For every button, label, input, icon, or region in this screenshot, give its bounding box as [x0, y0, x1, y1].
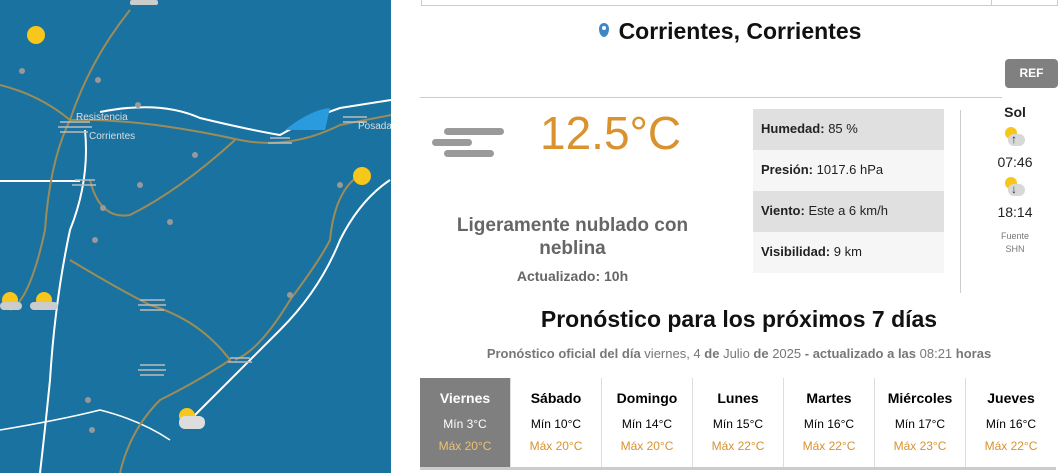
stat-wind: Viento: Este a 6 km/h: [753, 191, 944, 232]
day-tab-viernes[interactable]: Viernes Mín 3°C Máx 20°C: [420, 378, 511, 467]
forecast-subtitle: Pronóstico oficial del día viernes, 4 de…: [486, 346, 992, 361]
day-tab-sabado[interactable]: Sábado Mín 10°C Máx 20°C: [511, 378, 602, 467]
sunset-icon: ↓: [1003, 176, 1027, 200]
current-temperature: 12.5°C: [540, 107, 682, 159]
day-tab-domingo[interactable]: Domingo Mín 14°C Máx 20°C: [602, 378, 693, 467]
divider: [960, 110, 961, 293]
divider: [991, 0, 992, 6]
stat-visibility: Visibilidad: 9 km: [753, 232, 944, 273]
map-label-corrientes: Corrientes: [89, 131, 135, 142]
roads: [0, 9, 391, 473]
updated-time: Actualizado: 10h: [516, 268, 629, 284]
source-label: Fuente SHN: [1000, 231, 1030, 254]
sun-icon[interactable]: [27, 26, 45, 44]
stat-humidity: Humedad: 85 %: [753, 109, 944, 150]
weather-description: Ligeramente nublado con neblina: [456, 215, 689, 259]
river-wide: [285, 108, 330, 130]
sun-heading: Sol: [1004, 104, 1026, 120]
partly-cloudy-icon[interactable]: [130, 0, 158, 5]
partly-cloudy-icon[interactable]: [30, 292, 58, 310]
forecast-days: Viernes Mín 3°C Máx 20°C Sábado Mín 10°C Máx…: [420, 378, 1056, 470]
border: [0, 409, 171, 441]
forecast-title: Pronóstico para los próximos 7 días: [540, 306, 938, 332]
day-tab-miercoles[interactable]: Miércoles Mín 17°C Máx 23°C: [875, 378, 966, 467]
location-title: Corrientes, Corrientes: [420, 18, 1040, 45]
sun-icon[interactable]: [353, 167, 371, 185]
sunrise-icon: ↑: [1003, 126, 1027, 150]
ref-button[interactable]: REF: [1005, 59, 1058, 88]
partly-cloudy-icon[interactable]: [0, 292, 22, 310]
sunset-time: 18:14: [997, 204, 1033, 220]
weather-map[interactable]: Resistencia Corrientes Posada: [0, 0, 391, 473]
current-stats: Humedad: 85 % Presión: 1017.6 hPa Viento…: [753, 109, 944, 273]
partly-cloudy-icon[interactable]: [179, 408, 205, 429]
divider: [420, 97, 1002, 98]
cities: [19, 68, 343, 433]
map-pin-icon: [598, 23, 609, 37]
location-name: Corrientes, Corrientes: [618, 18, 862, 44]
day-tab-martes[interactable]: Martes Mín 16°C Máx 22°C: [784, 378, 875, 467]
top-search-box[interactable]: [421, 0, 1058, 6]
river: [189, 179, 391, 421]
sunrise-time: 07:46: [997, 154, 1033, 170]
day-tab-jueves[interactable]: Jueves Mín 16°C Máx 22°C: [984, 390, 1038, 453]
stat-pressure: Presión: 1017.6 hPa: [753, 150, 944, 191]
map-label-resistencia: Resistencia: [76, 112, 128, 123]
fog-icon: [58, 116, 367, 376]
map-label-posadas: Posada: [358, 121, 391, 132]
day-tab-lunes[interactable]: Lunes Mín 15°C Máx 22°C: [693, 378, 784, 467]
sun-panel: Sol ↑ 07:46 ↓ 18:14 Fuente SHN: [986, 104, 1044, 256]
